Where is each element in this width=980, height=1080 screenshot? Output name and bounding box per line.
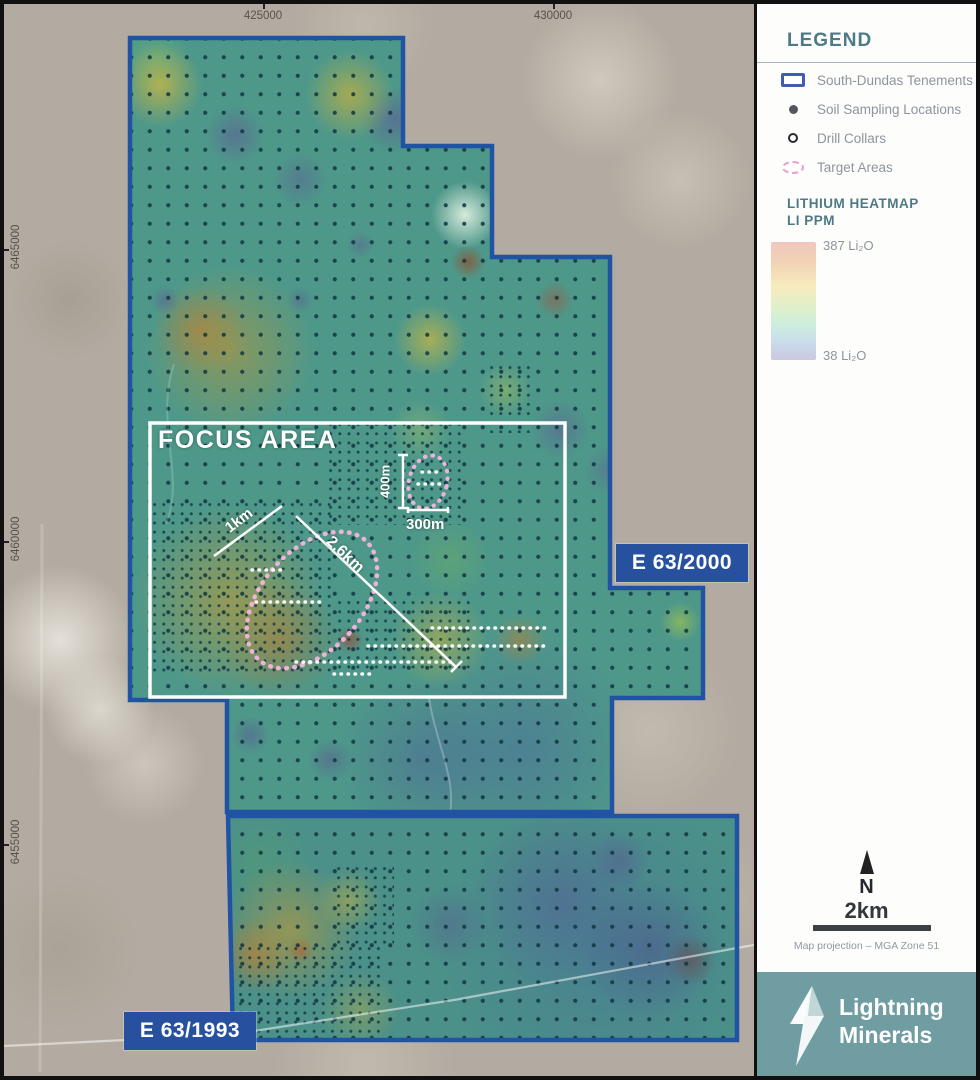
dense-sampling-grid xyxy=(326,420,466,525)
axis-tick xyxy=(553,4,555,9)
northing-label: 6455000 xyxy=(10,819,22,865)
projection-note: Map projection – MGA Zone 51 xyxy=(793,940,940,952)
road-line xyxy=(4,943,754,1048)
dense-sampling-grid xyxy=(150,500,335,675)
company-logo: Lightning Minerals xyxy=(757,972,976,1076)
legend-title: LEGEND xyxy=(787,30,873,51)
tenement-label-e63-1993: E 63/1993 xyxy=(124,1012,256,1050)
lightning-bolt-icon xyxy=(790,986,824,1066)
dense-sampling-grid xyxy=(334,864,394,944)
north-arrow-icon xyxy=(859,850,874,874)
track-line xyxy=(38,523,44,1073)
focus-area-label: FOCUS AREA xyxy=(158,426,338,454)
tenement-boundary-south xyxy=(225,813,740,1043)
company-name: Lightning Minerals xyxy=(839,994,944,1049)
legend-item-label: Target Areas xyxy=(817,159,893,175)
tenement-boundary-north xyxy=(127,35,706,815)
measurement-300m: 300m xyxy=(406,516,445,533)
target-area-small xyxy=(406,453,450,511)
legend-item-soil-samples: Soil Sampling Locations xyxy=(781,97,961,121)
drill-collar-rows xyxy=(250,470,550,676)
tenement-label-e63-2000: E 63/2000 xyxy=(616,544,748,582)
heatmap-scale-title: LITHIUM HEATMAP xyxy=(787,196,919,211)
north-arrow: N xyxy=(757,850,976,899)
measurement-400m: 400m xyxy=(377,464,393,499)
measurement-lines xyxy=(213,453,463,673)
map-vector-overlay xyxy=(4,35,754,1073)
tenement-south-heatmap xyxy=(228,816,737,1040)
soil-sample-dot-icon xyxy=(781,104,805,114)
legend-item-target-areas: Target Areas xyxy=(781,155,893,179)
scale-bar-label: 2km xyxy=(844,898,889,923)
scale-bar xyxy=(813,925,931,931)
heatmap-min-label: 38 Li₂O xyxy=(823,348,867,363)
target-area-large xyxy=(244,529,380,671)
axis-tick xyxy=(4,844,9,846)
creek-line xyxy=(428,697,453,815)
legend-item-tenements: South-Dundas Tenements xyxy=(781,68,973,92)
legend-panel: LEGEND South-Dundas Tenements Soil Sampl… xyxy=(754,4,976,1076)
company-name-line1: Lightning xyxy=(839,994,944,1020)
heatmap-scale-subtitle: LI PPM xyxy=(787,213,836,228)
axis-tick xyxy=(4,249,9,251)
northing-label: 6465000 xyxy=(10,224,22,270)
axis-tick xyxy=(4,541,9,543)
legend-item-label: Drill Collars xyxy=(817,130,887,146)
dense-sampling-grid xyxy=(236,944,386,1034)
legend-divider xyxy=(757,62,976,63)
legend-item-drill-collars: Drill Collars xyxy=(781,126,886,150)
tenement-outline-icon xyxy=(781,73,805,87)
axis-tick xyxy=(263,4,265,9)
heatmap-max-label: 387 Li₂O xyxy=(823,238,874,253)
focus-area-box xyxy=(148,421,567,699)
easting-label: 425000 xyxy=(243,10,283,22)
heatmap-colorbar xyxy=(771,242,816,360)
legend-item-label: South-Dundas Tenements xyxy=(817,72,973,88)
legend-item-label: Soil Sampling Locations xyxy=(817,101,962,117)
north-letter: N xyxy=(859,876,874,898)
drill-collar-icon xyxy=(781,133,805,143)
easting-label: 430000 xyxy=(533,10,573,22)
northing-label: 6460000 xyxy=(10,516,22,562)
creek-line xyxy=(165,363,175,525)
target-area-icon xyxy=(781,160,805,174)
map-area: 425000 430000 6465000 6460000 6455000 FO… xyxy=(4,4,754,1076)
company-name-line2: Minerals xyxy=(839,1021,933,1048)
